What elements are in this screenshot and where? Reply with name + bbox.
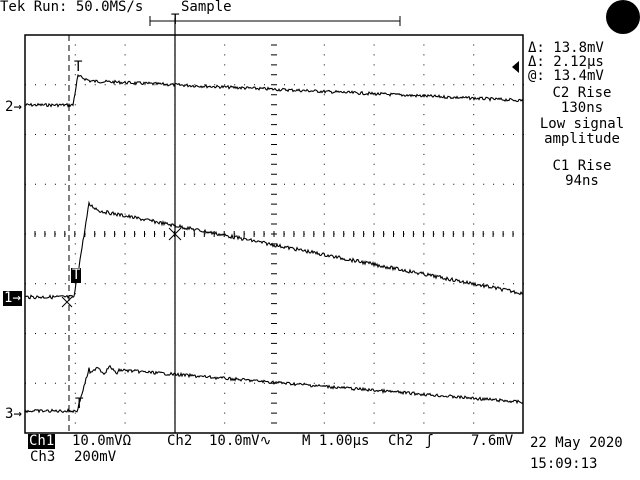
cursor-delta-time: Δ: 2.12μs (528, 54, 604, 70)
capture-date: 22 May 2020 (530, 435, 623, 451)
c2-rise-label: C2 Rise (552, 85, 612, 101)
ch3-label[interactable]: Ch3 (30, 449, 56, 465)
c2-rise-value: 130ns (560, 100, 604, 116)
trigger-level-arrow-icon (512, 61, 519, 73)
ch2-scale: 10.0mV∿ (209, 433, 272, 449)
graticule (24, 34, 524, 434)
trigger-source: Ch2 (388, 433, 414, 449)
header-record-bracket (149, 16, 401, 26)
cursor-crosshair-x (168, 227, 182, 241)
channel-3-waveform (24, 364, 524, 414)
channel-3-trigger-marker: T (75, 396, 84, 412)
graticule-dots (24, 34, 524, 434)
channel-2-trigger-marker: T (74, 59, 83, 75)
cursor-delta-voltage: Δ: 13.8mV (528, 40, 604, 56)
channel-1-waveform (24, 200, 524, 300)
ch3-scale: 200mV (74, 449, 117, 465)
acquisition-status: Tek Run: 50.0MS/s (0, 0, 144, 15)
graticule-border (24, 34, 524, 434)
capture-time: 15:09:13 (530, 456, 598, 472)
channel-2-waveform (24, 74, 524, 108)
timebase: M 1.00μs (302, 433, 370, 449)
channel-3-ground-marker[interactable]: 3→ (5, 406, 22, 422)
header-trigger-marker: T (171, 12, 180, 28)
cursor-at-voltage: @: 13.4mV (528, 68, 604, 84)
channel-1-trigger-marker: T (71, 267, 82, 283)
acquisition-mode: Sample (181, 0, 232, 15)
trigger-slope-icon: ʃ (425, 433, 434, 449)
run-indicator-icon (606, 0, 640, 34)
c1-rise-label: C1 Rise (552, 158, 612, 174)
ch1-label[interactable]: Ch1 (28, 433, 56, 449)
channel-1-ground-marker[interactable]: 1→ (3, 290, 22, 306)
trigger-level: 7.6mV (471, 433, 514, 449)
trigger-crosshair-x (61, 296, 73, 308)
ch2-label[interactable]: Ch2 (167, 433, 193, 449)
channel-2-ground-marker[interactable]: 2→ (5, 99, 22, 115)
ch1-scale: 10.0mVΩ (72, 433, 132, 449)
note-line-1: Low signal (539, 116, 625, 132)
c1-rise-value: 94ns (565, 173, 599, 189)
note-line-2: amplitude (544, 131, 620, 147)
